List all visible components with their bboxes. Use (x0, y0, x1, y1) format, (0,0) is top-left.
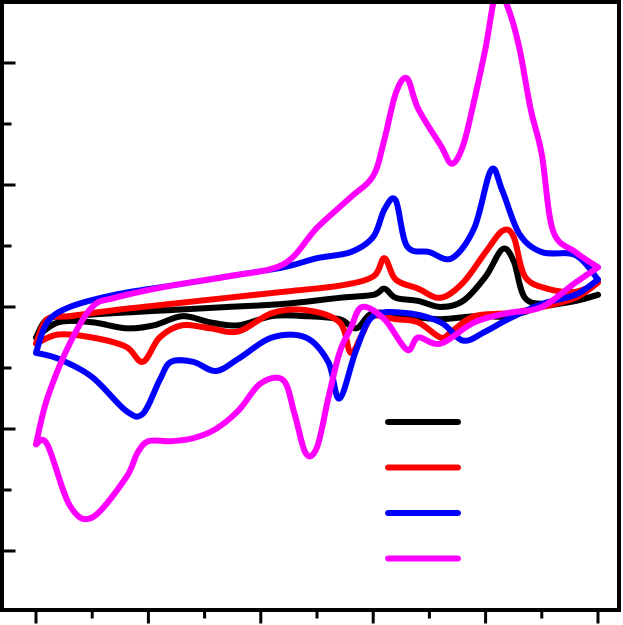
plot-frame (0, 0, 621, 612)
series-4-reverse-scan-line (33, 264, 601, 523)
legend (385, 419, 461, 562)
axis-ticks-group (2, 61, 600, 624)
series-2-forward-scan-line (33, 226, 601, 347)
series-4-forward-scan-line (33, 0, 601, 448)
series-3-reverse-scan-line (33, 276, 601, 420)
curves-group (33, 0, 601, 523)
series-1-forward-scan-line (33, 245, 601, 341)
